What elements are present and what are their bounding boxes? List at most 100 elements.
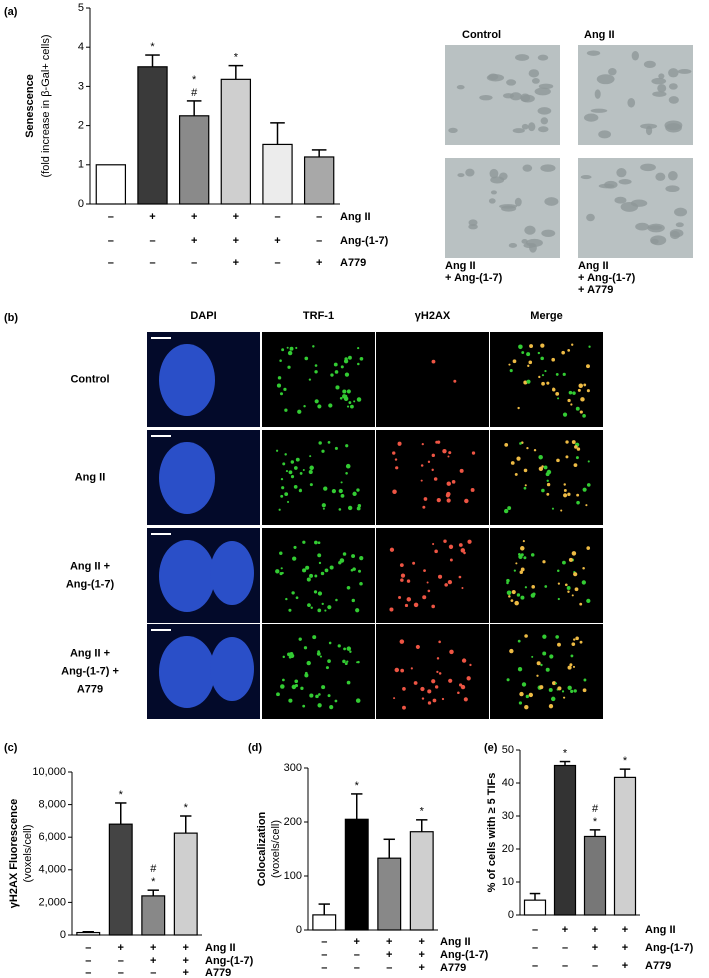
foci [316,651,321,656]
treatment-sign: – [321,936,327,948]
cell [614,196,627,204]
cell [499,204,518,209]
cell [540,164,556,172]
foci [543,465,548,470]
cell [586,50,601,56]
cell [468,219,478,227]
foci [426,581,429,584]
y-tick-label: 1 [78,159,84,171]
channel-label: TRF-1 [303,310,334,322]
foci [345,472,348,475]
cell [514,197,522,207]
foci [522,540,525,543]
bar [409,831,434,931]
foci [441,697,445,701]
foci [313,590,318,594]
foci [536,661,541,666]
cell [499,172,508,181]
panel-label: (b) [4,312,18,324]
foci [431,604,436,609]
foci [334,699,338,703]
treatment-sign: + [622,924,628,936]
foci [276,692,280,697]
cell [531,78,540,84]
foci [460,548,466,553]
cell [669,231,681,240]
foci [322,507,325,510]
foci [565,455,569,459]
cell [616,168,627,178]
foci [557,597,560,601]
foci [422,595,427,600]
cell [604,180,618,189]
cell [522,164,533,172]
foci [286,346,289,349]
foci [289,346,294,351]
foci [357,504,362,508]
foci [573,572,578,577]
row-label: Ang II + [70,647,110,659]
foci [321,503,326,508]
foci [506,590,512,596]
foci [524,634,528,638]
foci [557,642,561,647]
treatment-name: Ang II [440,936,471,948]
image-label: Control [462,29,501,41]
foci [307,603,311,608]
foci [578,383,583,389]
cell [598,130,612,139]
foci [506,578,510,583]
foci [434,685,439,689]
foci [280,567,283,570]
cell [524,225,536,235]
foci [394,667,400,673]
y-tick-label: 40 [502,777,514,789]
bar [344,818,369,931]
nucleus [159,344,215,416]
foci [448,544,454,549]
y-tick-label: 0 [60,929,66,941]
treatment-name: Ang II [645,924,676,936]
foci [519,442,522,445]
micrograph [490,624,603,719]
treatment-name: Ang-(1-7) [645,942,694,954]
foci [449,649,454,655]
foci [574,445,578,449]
foci [503,508,509,514]
foci [509,648,514,654]
y-tick-label: 2 [78,120,84,132]
cell [544,197,559,206]
foci [432,698,437,703]
image-label: + Ang-(1-7) [445,272,503,284]
foci [277,376,282,380]
y-tick-label: 50 [502,744,514,756]
foci [586,364,590,369]
cell [630,199,648,207]
foci [573,689,577,693]
treatment-sign: – [274,257,280,269]
bar [262,143,293,205]
foci [318,693,321,696]
foci [519,691,524,697]
panel-label: (c) [4,742,18,754]
y-tick-label: 6,000 [38,831,66,843]
foci [533,448,537,452]
treatment-sign: – [149,257,155,269]
foci [565,440,569,444]
foci [284,408,288,412]
foci [281,486,285,490]
foci [279,571,283,576]
foci [356,397,362,402]
foci [421,697,425,700]
foci [524,586,528,589]
foci [421,443,424,446]
foci [328,641,332,645]
foci [343,396,349,402]
foci [287,365,291,369]
foci [302,568,307,573]
foci [344,357,348,361]
foci [334,370,339,374]
image-label: Ang II [584,29,615,41]
cell [675,222,684,228]
